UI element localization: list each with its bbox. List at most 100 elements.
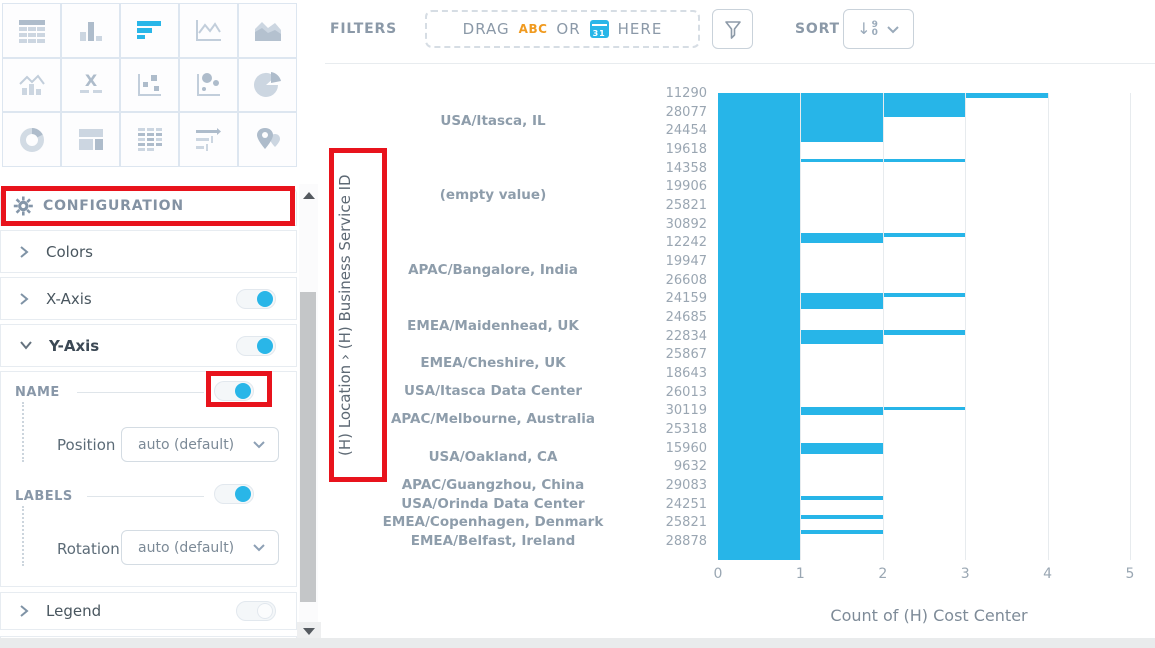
group-label: APAC/Guangzhou, China (401, 476, 585, 493)
position-select[interactable]: auto (default) (121, 427, 279, 462)
layout-dashboard-icon[interactable] (61, 112, 120, 167)
horizontal-scrollbar[interactable] (0, 638, 1155, 648)
gridline (882, 93, 884, 560)
svg-text:X: X (84, 71, 97, 90)
config-row-colors[interactable]: Colors (0, 230, 297, 273)
config-row-legend[interactable]: Legend (0, 592, 297, 630)
id-label: 28077 (665, 104, 707, 120)
x-axis-row-label: X-Axis (46, 289, 92, 308)
pie-chart-icon[interactable] (238, 57, 297, 113)
id-label: 24251 (665, 496, 707, 512)
gridline (1047, 93, 1049, 560)
x-tick-label: 5 (1125, 566, 1135, 582)
id-label: 26013 (665, 384, 707, 400)
bar-chart-plot (718, 93, 1155, 560)
id-label: 15960 (665, 440, 707, 456)
chevron-down-icon (887, 25, 899, 33)
position-value: auto (default) (138, 436, 235, 453)
legend-toggle[interactable] (236, 601, 276, 621)
filter-dropzone[interactable]: DRAG ABC OR 31 HERE (425, 10, 700, 48)
bar-segment (718, 500, 801, 515)
x-axis-toggle[interactable] (236, 288, 276, 309)
group-label: EMEA/Copenhagen, Denmark (382, 514, 604, 531)
scatter-plot-icon[interactable] (120, 57, 179, 113)
id-label: 19618 (665, 141, 707, 157)
bar-segment (718, 98, 966, 117)
geo-map-icon[interactable] (238, 112, 297, 167)
chevron-right-icon (20, 605, 29, 617)
x-category-chart-icon[interactable]: X (61, 57, 120, 113)
x-tick-label: 1 (795, 566, 805, 582)
dropzone-here-text: HERE (617, 20, 663, 38)
y-axis-id-labels: 11290 28077 24454 19618 14358 19906 25821 30892… (640, 84, 707, 551)
gear-icon (13, 196, 33, 216)
x-tick-label: 2 (878, 566, 888, 582)
id-label: 24454 (665, 123, 707, 139)
id-label: 25821 (665, 197, 707, 213)
rotation-select[interactable]: auto (default) (121, 530, 279, 565)
bar-segment (718, 344, 801, 407)
dropzone-or-text: OR (556, 20, 581, 38)
y-axis-toggle[interactable] (236, 335, 276, 356)
x-axis-ticks: 0 1 2 3 4 5 (714, 566, 1155, 582)
horizontal-bar-chart-icon[interactable] (120, 3, 179, 58)
chevron-right-icon (20, 292, 29, 305)
group-label: APAC/Melbourne, Australia (390, 411, 596, 428)
bar-segment (718, 243, 801, 293)
id-label: 28878 (665, 533, 707, 549)
funnel-icon (724, 21, 741, 39)
filter-funnel-button[interactable] (712, 9, 753, 49)
area-chart-icon[interactable] (238, 3, 297, 58)
table-chart-icon[interactable] (2, 3, 61, 58)
group-label: APAC/Bangalore, India (408, 262, 578, 279)
line-chart-icon[interactable] (179, 3, 238, 58)
id-label: 12242 (665, 235, 707, 251)
id-label: 25318 (665, 421, 707, 437)
chevron-down-icon (20, 341, 32, 350)
x-axis-title: Count of (H) Cost Center (830, 606, 1028, 625)
id-label: 24685 (665, 309, 707, 325)
labels-section-label: LABELS (15, 489, 73, 504)
panel-scrollbar-thumb[interactable] (300, 292, 316, 602)
donut-chart-icon[interactable] (2, 112, 61, 167)
configuration-header[interactable]: CONFIGURATION (0, 186, 297, 226)
id-label: 18643 (665, 365, 707, 381)
calendar-icon: 31 (589, 20, 609, 38)
group-label: EMEA/Maidenhead, UK (407, 318, 579, 335)
group-label: USA/Itasca, IL (440, 112, 546, 129)
bar-segment (718, 293, 966, 297)
dropzone-drag-text: DRAG (462, 20, 510, 38)
rotation-value: auto (default) (138, 539, 235, 556)
gantt-chart-icon[interactable] (179, 112, 238, 167)
name-toggle[interactable] (214, 381, 254, 401)
config-row-y-axis[interactable]: Y-Axis (0, 324, 297, 367)
name-section-label: NAME (15, 385, 60, 400)
pivot-heatmap-icon[interactable] (120, 112, 179, 167)
chevron-down-icon (253, 544, 265, 552)
bar-segment (718, 407, 966, 410)
chart-card-border (325, 63, 1155, 64)
id-label: 25867 (665, 347, 707, 363)
scroll-up-arrow[interactable] (303, 192, 315, 199)
id-label: 22834 (665, 328, 707, 344)
column-chart-icon[interactable] (61, 3, 120, 58)
group-label: USA/Itasca Data Center (403, 383, 583, 400)
y-axis-settings-panel: NAME Position auto (default) LABELS Rota… (0, 371, 297, 587)
colors-row-label: Colors (46, 242, 93, 261)
x-tick-label: 0 (713, 566, 723, 582)
scroll-down-arrow[interactable] (303, 628, 315, 635)
filters-label: FILTERS (330, 21, 397, 37)
combo-chart-icon[interactable] (2, 57, 61, 113)
bubble-chart-icon[interactable] (179, 57, 238, 113)
group-label: (empty value) (439, 187, 547, 204)
labels-toggle[interactable] (214, 484, 254, 504)
config-row-x-axis[interactable]: X-Axis (0, 277, 297, 320)
id-label: 19947 (665, 253, 707, 269)
gridline (800, 93, 802, 560)
id-label: 26608 (665, 272, 707, 288)
bar-segment (718, 142, 801, 159)
group-label: USA/Orinda Data Center (401, 495, 585, 512)
